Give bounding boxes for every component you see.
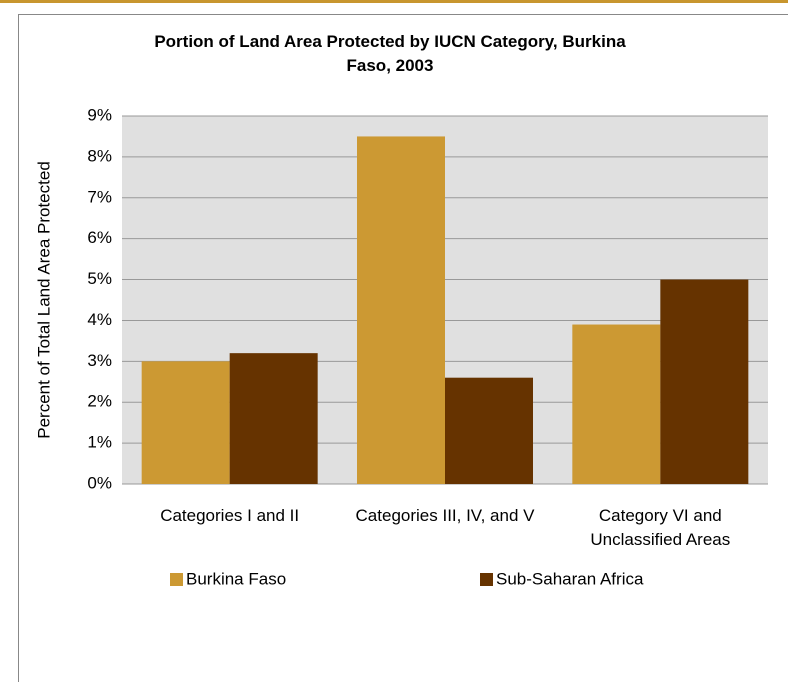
- x-tick-label: Categories III, IV, and V: [355, 506, 535, 525]
- y-tick-label: 0%: [87, 473, 112, 492]
- legend-swatch: [170, 573, 183, 586]
- legend-swatch: [480, 573, 493, 586]
- bar: [572, 324, 661, 484]
- y-tick-label: 6%: [87, 228, 112, 247]
- bar: [229, 353, 318, 484]
- chart-title: Portion of Land Area Protected by IUCN C…: [154, 32, 626, 75]
- bar: [141, 361, 230, 484]
- y-tick-label: 9%: [87, 105, 112, 124]
- x-tick-label: Category VI and Unclassified Areas: [590, 506, 731, 549]
- legend-label: Sub-Saharan Africa: [496, 569, 644, 588]
- y-tick-label: 4%: [87, 310, 112, 329]
- y-tick-label: 7%: [87, 187, 112, 206]
- bar: [357, 136, 445, 484]
- y-tick-label: 1%: [87, 433, 112, 452]
- y-tick-label: 8%: [87, 146, 112, 165]
- y-axis-label: Percent of Total Land Area Protected: [34, 161, 53, 439]
- bar: [445, 377, 533, 484]
- legend-label: Burkina Faso: [186, 569, 286, 588]
- bar: [660, 279, 749, 484]
- y-tick-label: 2%: [87, 392, 112, 411]
- y-tick-label: 5%: [87, 269, 112, 288]
- top-rule: [0, 0, 788, 3]
- x-tick-label: Categories I and II: [160, 506, 300, 525]
- y-tick-label: 3%: [87, 351, 112, 370]
